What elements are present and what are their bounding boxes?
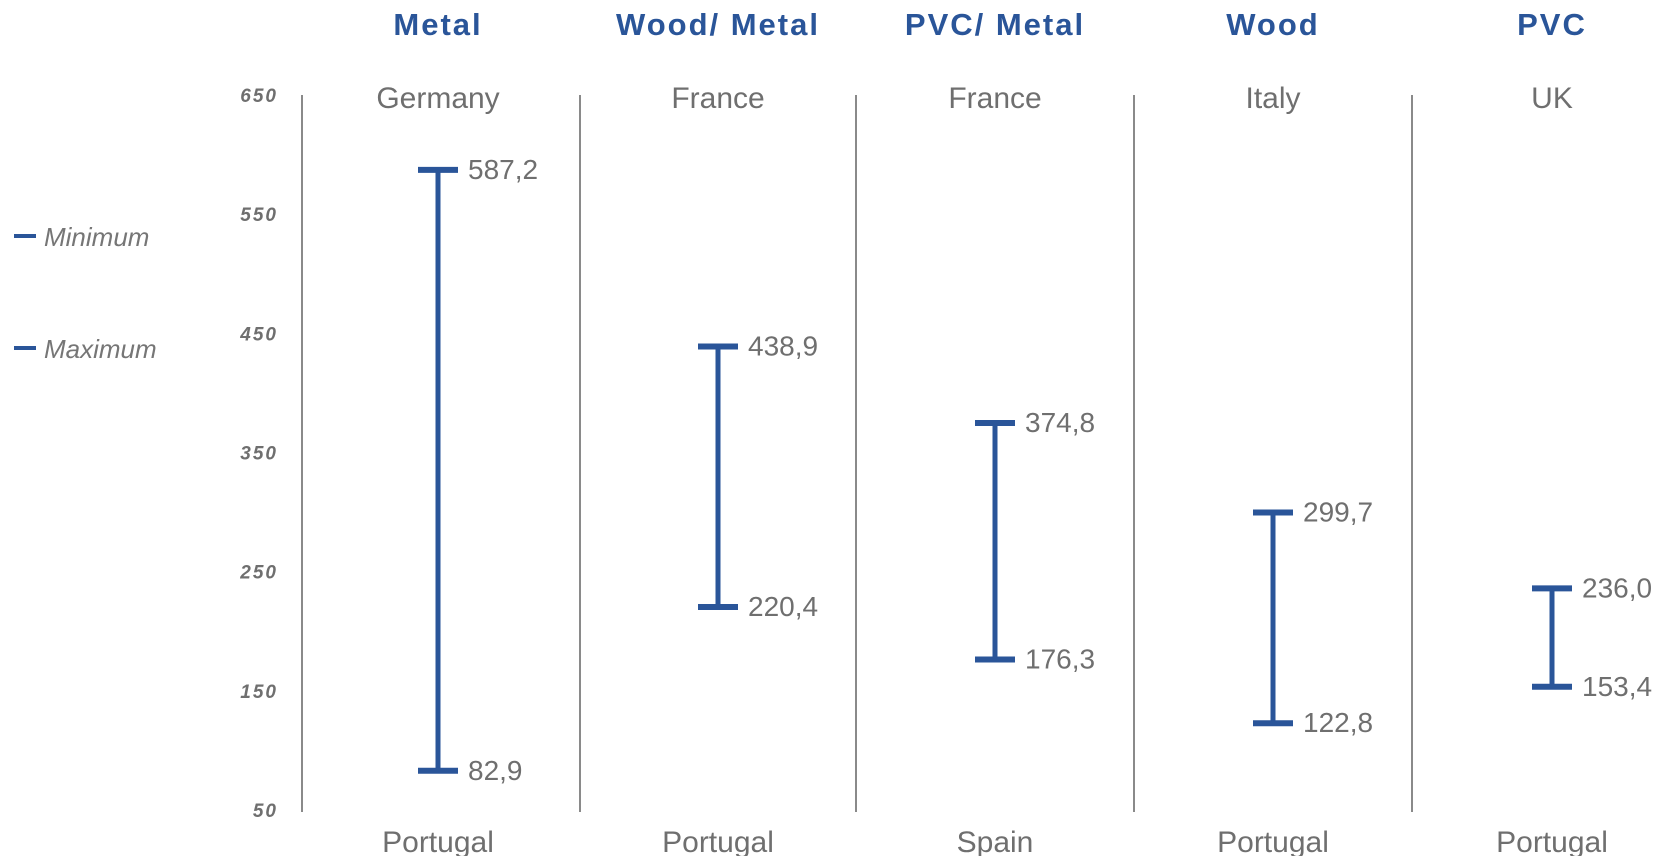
category-title: Metal xyxy=(393,7,482,42)
y-tick-label: 50 xyxy=(253,801,278,822)
min-value-label: 122,8 xyxy=(1303,707,1373,738)
bottom-country-label: Portugal xyxy=(662,826,774,856)
y-tick-label: 350 xyxy=(240,444,278,465)
max-value-label: 236,0 xyxy=(1582,572,1652,603)
min-value-label: 220,4 xyxy=(748,591,818,622)
top-country-label: Italy xyxy=(1245,82,1300,115)
top-country-label: France xyxy=(671,82,764,115)
y-tick-label: 150 xyxy=(240,682,278,703)
max-value-label: 299,7 xyxy=(1303,496,1373,527)
bottom-country-label: Portugal xyxy=(1217,826,1329,856)
legend-marker-minimum xyxy=(14,234,36,239)
legend-item-minimum: Minimum xyxy=(14,222,149,253)
legend-item-maximum: Maximum xyxy=(14,334,157,365)
legend-label-minimum: Minimum xyxy=(44,222,150,252)
max-value-label: 438,9 xyxy=(748,331,818,362)
category-title: Wood/ Metal xyxy=(616,7,820,42)
y-tick-label: 550 xyxy=(240,205,278,226)
category-title: Wood xyxy=(1226,7,1320,42)
bottom-country-label: Spain xyxy=(957,826,1034,856)
top-country-label: UK xyxy=(1531,82,1573,115)
y-tick-label: 250 xyxy=(239,563,278,584)
y-tick-label: 450 xyxy=(239,324,278,345)
max-value-label: 374,8 xyxy=(1025,407,1095,438)
top-country-label: Germany xyxy=(376,82,499,115)
max-value-label: 587,2 xyxy=(468,154,538,185)
legend-marker-maximum xyxy=(14,346,36,351)
category-title: PVC/ Metal xyxy=(905,7,1085,42)
category-title: PVC xyxy=(1517,7,1587,42)
min-value-label: 153,4 xyxy=(1582,671,1652,702)
min-value-label: 176,3 xyxy=(1025,643,1095,674)
top-country-label: France xyxy=(948,82,1041,115)
legend-label-maximum: Maximum xyxy=(44,334,157,364)
bottom-country-label: Portugal xyxy=(382,826,494,856)
min-value-label: 82,9 xyxy=(468,755,523,786)
y-tick-label: 650 xyxy=(240,86,278,107)
bottom-country-label: Portugal xyxy=(1496,826,1608,856)
